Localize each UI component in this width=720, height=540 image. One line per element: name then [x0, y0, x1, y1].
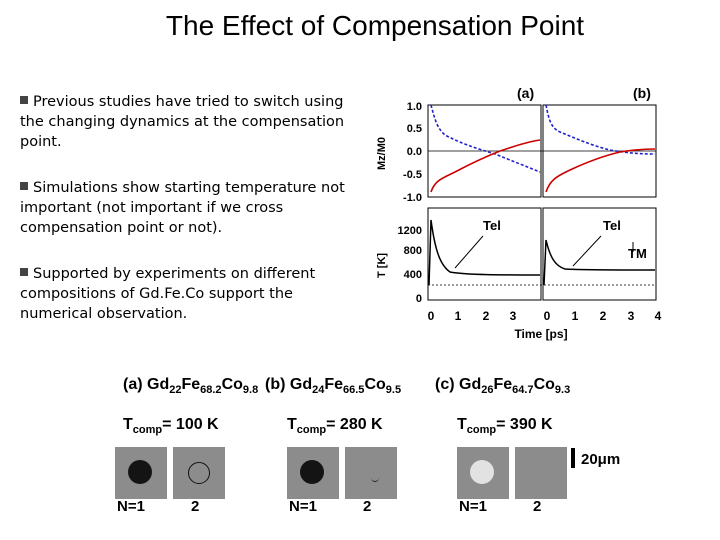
blue-magnetization-curve-b — [545, 104, 656, 155]
xtick-b: 2 — [600, 309, 607, 323]
ring-domain-dot — [188, 462, 210, 484]
slide-title: The Effect of Compensation Point — [165, 10, 585, 41]
top-ytick: -1.0 — [403, 192, 422, 204]
bottom-ylabel: T [K] — [376, 253, 388, 278]
alloy-label-b: (b) Gd24Fe66.5Co9.5 — [265, 376, 402, 397]
bottom-ytick: 400 — [404, 269, 422, 281]
faint-mark — [371, 473, 379, 482]
experiment-panel: (a) Gd22Fe68.2Co9.8 Tcomp= 100 K N=1 2 (… — [115, 372, 715, 532]
electron-temperature-curve-a — [428, 219, 541, 286]
n-label: N=1 — [459, 498, 487, 515]
n-label: 2 — [363, 498, 372, 515]
dark-domain-dot — [300, 460, 324, 484]
bullet-square-icon — [20, 182, 28, 190]
kerr-image-tile — [115, 447, 167, 499]
bullet-item: Simulations show starting temperature no… — [20, 178, 365, 238]
red-magnetization-curve-b — [545, 148, 656, 193]
kerr-image-tile — [287, 447, 339, 499]
blue-magnetization-curve-a — [430, 104, 541, 173]
kerr-image-tile — [457, 447, 509, 499]
bright-domain-dot — [470, 460, 494, 484]
kerr-image-tile — [173, 447, 225, 499]
xtick-a: 3 — [510, 309, 517, 323]
xtick-a: 0 — [428, 309, 435, 323]
bullet-list: Previous studies have tried to switch us… — [20, 92, 365, 350]
xlabel: Time [ps] — [514, 327, 567, 341]
xtick-b: 1 — [572, 309, 579, 323]
n-label: N=1 — [117, 498, 145, 515]
scale-bar: 20μm — [571, 448, 620, 468]
tcomp-label-a: Tcomp= 100 K — [123, 416, 219, 437]
top-ytick: 0.5 — [407, 123, 422, 135]
alloy-label-c: (c) Gd26Fe64.7Co9.3 — [435, 376, 571, 397]
tcomp-label-b: Tcomp= 280 K — [287, 416, 383, 437]
electron-temperature-curve-b — [543, 239, 656, 286]
arrow-tel-b — [572, 235, 602, 267]
bullet-item: Previous studies have tried to switch us… — [20, 92, 365, 152]
bullet-text: Simulations show starting temperature no… — [20, 180, 345, 236]
alloy-label-a: (a) Gd22Fe68.2Co9.8 — [123, 376, 259, 397]
simulation-figure: (a) (b) 1.0 0.5 0.0 -0.5 -1.0 Mz/M0 1200… — [376, 85, 662, 341]
arrow-tel-a — [454, 235, 484, 269]
kerr-image-tile — [515, 447, 567, 499]
red-magnetization-curve-a — [430, 139, 541, 193]
tcomp-label-c: Tcomp= 390 K — [457, 416, 553, 437]
top-ytick: 0.0 — [407, 146, 422, 158]
tm-annotation: TM — [628, 246, 647, 261]
n-label: 2 — [533, 498, 542, 515]
panel-label-b: (b) — [633, 85, 651, 101]
n-label: 2 — [191, 498, 200, 515]
xtick-b: 4 — [655, 309, 662, 323]
kerr-image-tile — [345, 447, 397, 499]
xtick-a: 2 — [483, 309, 490, 323]
tel-annotation-a: Tel — [483, 218, 501, 233]
panel-label-a: (a) — [517, 85, 534, 101]
top-ytick: 1.0 — [407, 101, 422, 113]
n-label: N=1 — [289, 498, 317, 515]
bullet-square-icon — [20, 268, 28, 276]
top-ytick: -0.5 — [403, 169, 422, 181]
bottom-left-axes — [427, 207, 542, 301]
dark-domain-dot — [128, 460, 152, 484]
bullet-item: Supported by experiments on different co… — [20, 264, 365, 324]
tel-annotation-b: Tel — [603, 218, 621, 233]
xtick-b: 0 — [544, 309, 551, 323]
bullet-text: Supported by experiments on different co… — [20, 266, 316, 322]
xtick-b: 3 — [628, 309, 635, 323]
scale-bar-label: 20μm — [581, 451, 621, 468]
bullet-square-icon — [20, 96, 28, 104]
bottom-right-axes — [542, 207, 657, 301]
bottom-ytick: 800 — [404, 245, 422, 257]
bullet-text: Previous studies have tried to switch us… — [20, 94, 345, 150]
bottom-ytick: 0 — [416, 293, 422, 305]
xtick-a: 1 — [455, 309, 462, 323]
top-ylabel: Mz/M0 — [376, 137, 388, 170]
scale-bar-line — [571, 448, 575, 468]
bottom-ytick: 1200 — [398, 225, 422, 237]
